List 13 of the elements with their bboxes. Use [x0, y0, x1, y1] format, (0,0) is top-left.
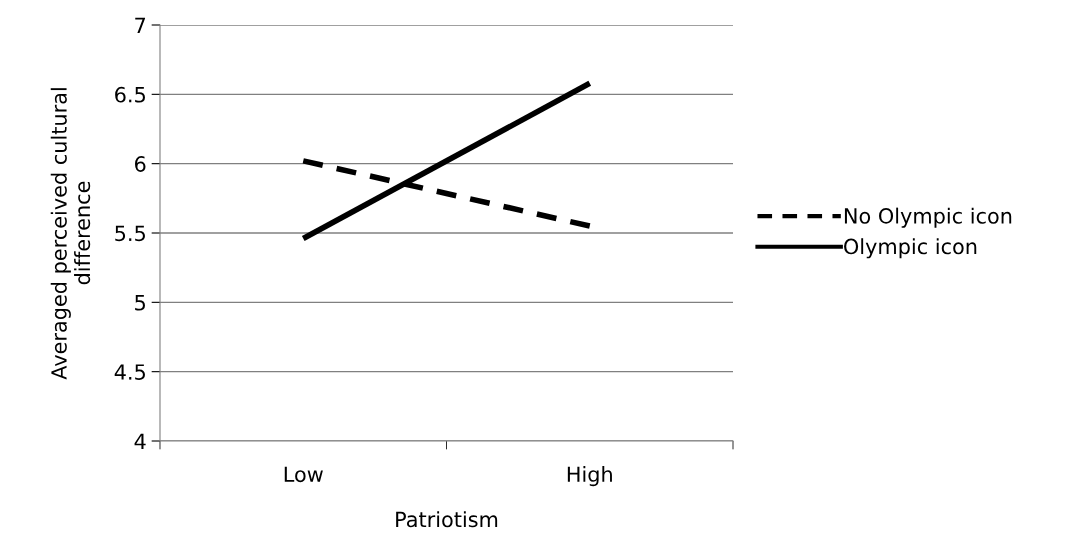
y-tick-label: 4.5 [114, 364, 145, 380]
x-tick-label: High [567, 466, 612, 487]
y-tick-label: 5.5 [115, 225, 145, 242]
y-axis-title: Averaged perceived cultural difference [50, 88, 91, 380]
legend-label: Olympic icon [844, 238, 977, 259]
y-tick-label: 7 [135, 17, 146, 33]
x-axis-title: Patriotism [396, 511, 498, 528]
y-tick-label: 6.5 [115, 86, 145, 103]
legend-label: No Olympic icon [844, 207, 1012, 228]
x-tick-label: Low [284, 466, 323, 483]
y-tick-label: 4 [134, 433, 146, 449]
y-tick-label: 6 [135, 156, 146, 172]
y-tick-label: 5 [135, 295, 145, 311]
